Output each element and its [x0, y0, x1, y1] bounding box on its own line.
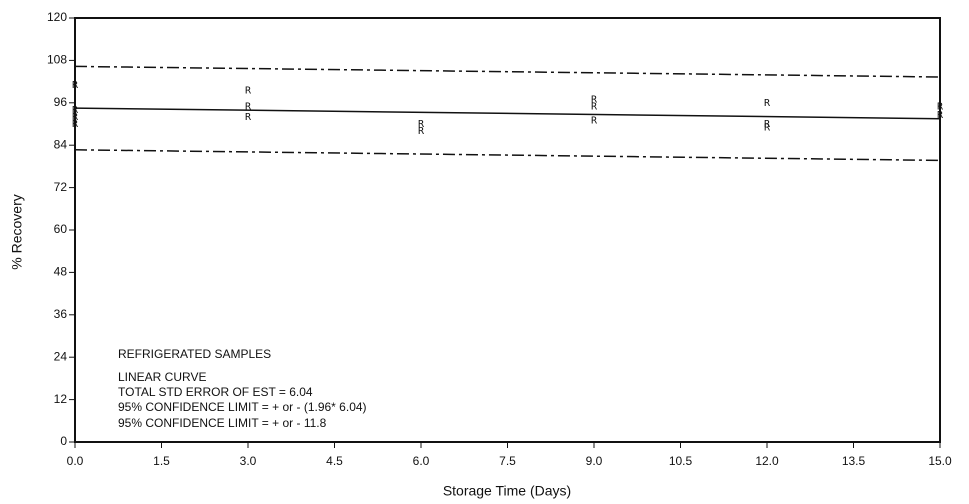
point-marker: R [72, 119, 79, 130]
point-marker: R [245, 112, 252, 123]
y-tick-label: 120 [47, 10, 67, 24]
x-tick-label: 9.0 [586, 454, 603, 468]
point-marker: R [418, 126, 425, 137]
annotation: TOTAL STD ERROR OF EST = 6.04 [118, 385, 313, 399]
point-marker: R [72, 112, 79, 123]
x-tick-label: 1.5 [153, 454, 170, 468]
point-marker: R [591, 94, 598, 105]
point-marker: R [245, 101, 252, 112]
y-tick-label: 108 [47, 53, 67, 67]
fit-line [74, 149, 941, 162]
x-tick-label: 12.0 [755, 454, 779, 468]
point-marker: R [937, 101, 944, 112]
y-tick-label: 96 [54, 95, 68, 109]
x-tick-label: 4.5 [326, 454, 343, 468]
fit-line [74, 107, 941, 120]
x-tick-label: 15.0 [928, 454, 952, 468]
x-tick-label: 3.0 [240, 454, 257, 468]
x-axis-label: Storage Time (Days) [443, 483, 571, 499]
y-axis-label: % Recovery [9, 194, 25, 269]
point-marker: R [591, 115, 598, 126]
annotation: 95% CONFIDENCE LIMIT = + or - 11.8 [118, 416, 327, 430]
x-tick-label: 13.5 [842, 454, 866, 468]
x-tick-label: 7.5 [499, 454, 516, 468]
x-tick-label: 0.0 [67, 454, 84, 468]
y-tick-label: 12 [54, 392, 68, 406]
annotation: LINEAR CURVE [118, 370, 206, 384]
y-tick-label: 48 [54, 265, 68, 279]
y-tick-label: 60 [54, 222, 68, 236]
x-tick-label: 10.5 [669, 454, 693, 468]
x-tick-label: 6.0 [413, 454, 430, 468]
y-tick-label: 36 [54, 307, 68, 321]
annotation: 95% CONFIDENCE LIMIT = + or - (1.96* 6.0… [118, 400, 367, 414]
y-tick-label: 84 [54, 137, 68, 151]
point-marker: R [245, 85, 252, 96]
y-tick-label: 72 [54, 180, 68, 194]
point-marker: R [591, 101, 598, 112]
point-marker: R [418, 119, 425, 130]
y-tick-label: 24 [54, 349, 68, 363]
y-tick-label: 0 [60, 434, 67, 448]
point-marker: R [72, 80, 79, 91]
point-marker: R [764, 119, 771, 130]
point-marker: R [72, 105, 79, 116]
point-marker: R [764, 123, 771, 134]
point-marker: R [764, 98, 771, 109]
point-marker: R [937, 110, 944, 121]
fit-line [74, 65, 941, 78]
annotation: REFRIGERATED SAMPLES [118, 347, 271, 361]
